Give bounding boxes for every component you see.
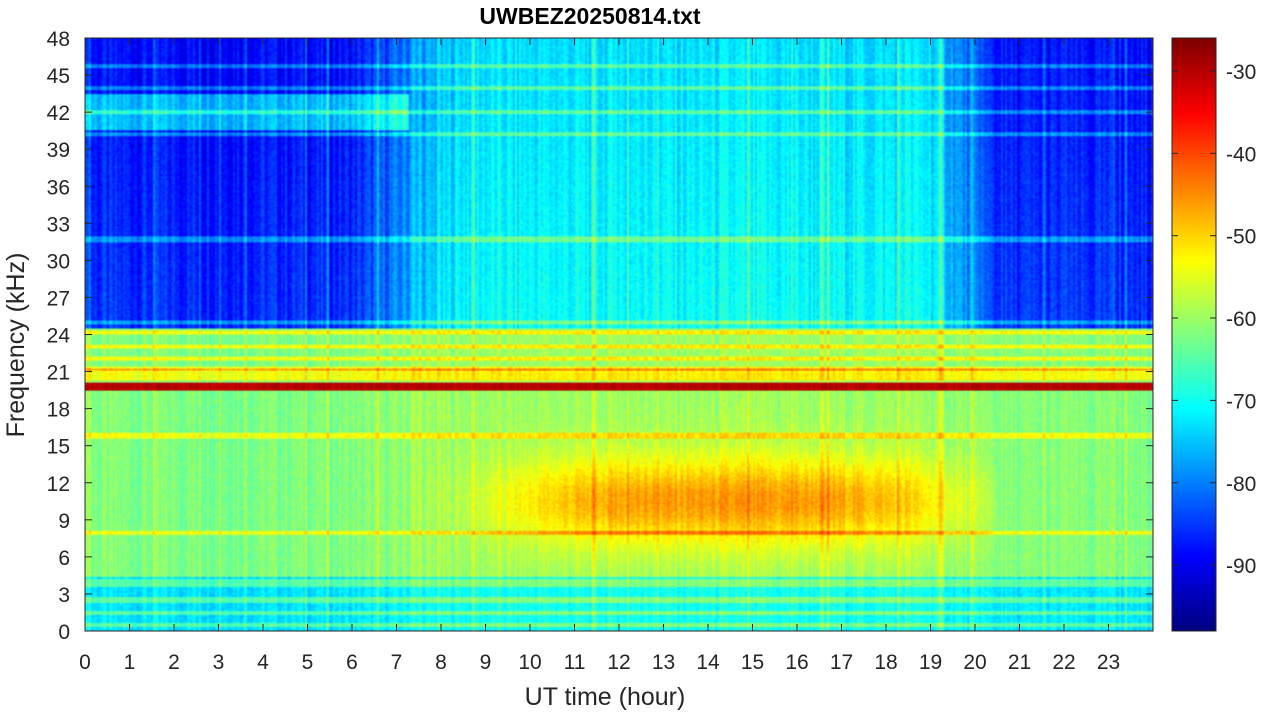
- colorbar-tick-label: -40: [1226, 143, 1256, 166]
- spectrogram-heatmap: [85, 38, 1153, 631]
- x-tick-label: 9: [480, 651, 492, 674]
- y-tick-label: 15: [47, 436, 70, 459]
- x-tick-label: 3: [213, 651, 225, 674]
- y-tick-label: 18: [47, 399, 70, 422]
- y-tick-label: 42: [47, 102, 70, 125]
- x-tick-label: 4: [257, 651, 269, 674]
- x-tick-label: 2: [168, 651, 180, 674]
- colorbar-tick-label: -60: [1226, 308, 1256, 331]
- colorbar-tick-label: -30: [1226, 61, 1256, 84]
- x-tick-label: 10: [518, 651, 541, 674]
- colorbar-tick-label: -80: [1226, 473, 1256, 496]
- y-tick-label: 27: [47, 287, 70, 310]
- y-tick-label: 48: [47, 28, 70, 51]
- x-tick-label: 7: [391, 651, 403, 674]
- x-tick-label: 19: [919, 651, 942, 674]
- y-tick-label: 39: [47, 139, 70, 162]
- y-tick-label: 3: [58, 584, 70, 607]
- x-tick-label: 15: [741, 651, 764, 674]
- y-tick-label: 30: [47, 250, 70, 273]
- x-axis-ticks: 0 1 2 3 4 5 6 7 8 9 10 11 12 13 14 15 16 17 18 19 20 21 22 23: [79, 38, 1120, 674]
- x-tick-label: 6: [346, 651, 358, 674]
- y-tick-label: 12: [47, 473, 70, 496]
- x-tick-label: 1: [124, 651, 136, 674]
- y-axis-label: Frequency (kHz): [2, 253, 30, 438]
- x-tick-label: 11: [564, 651, 586, 674]
- colorbar-tick-label: -50: [1226, 226, 1256, 249]
- colorbar: [1172, 38, 1216, 631]
- x-tick-label: 16: [785, 651, 808, 674]
- x-tick-label: 22: [1052, 651, 1075, 674]
- colorbar-ticks: -30 -40 -50 -60 -70 -80 -90: [1172, 61, 1256, 578]
- y-tick-label: 33: [47, 213, 70, 236]
- y-tick-label: 36: [47, 176, 70, 199]
- y-tick-label: 45: [47, 65, 70, 88]
- x-tick-label: 8: [435, 651, 447, 674]
- x-tick-label: 23: [1097, 651, 1120, 674]
- colorbar-tick-label: -70: [1226, 390, 1256, 413]
- x-tick-label: 17: [830, 651, 853, 674]
- y-tick-label: 21: [47, 362, 70, 385]
- x-tick-label: 5: [302, 651, 314, 674]
- y-tick-label: 9: [58, 510, 70, 533]
- colorbar-frame: [1171, 37, 1217, 632]
- y-tick-label: 0: [58, 621, 70, 644]
- x-tick-label: 14: [696, 651, 720, 674]
- y-tick-label: 6: [58, 547, 70, 570]
- x-tick-label: 20: [963, 651, 986, 674]
- x-tick-label: 0: [79, 651, 91, 674]
- x-tick-label: 12: [607, 651, 630, 674]
- colorbar-tick-label: -90: [1226, 555, 1256, 578]
- y-tick-label: 24: [47, 325, 71, 348]
- x-tick-label: 21: [1008, 651, 1031, 674]
- x-tick-label: 13: [652, 651, 675, 674]
- chart-title: UWBEZ20250814.txt: [479, 3, 700, 29]
- x-axis-label: UT time (hour): [525, 683, 686, 711]
- x-tick-label: 18: [874, 651, 897, 674]
